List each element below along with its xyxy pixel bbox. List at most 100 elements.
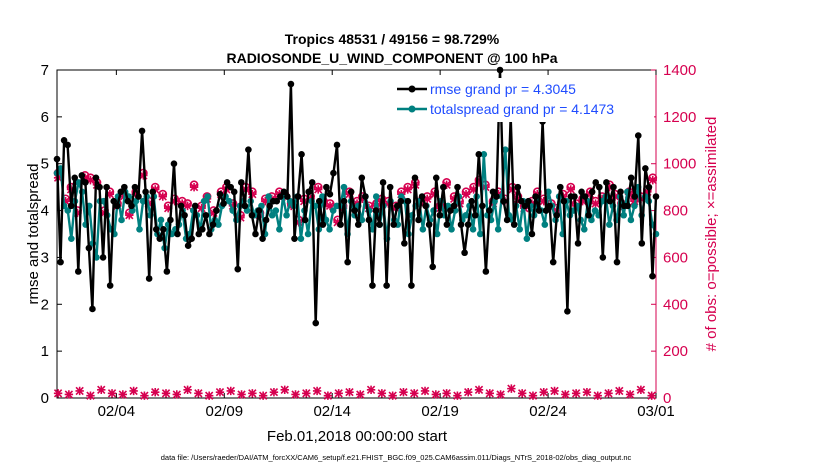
- obs-assimilated-marker: [517, 389, 527, 398]
- rmse-point: [436, 211, 444, 219]
- rmse-point: [486, 207, 493, 214]
- rmse-point: [588, 188, 596, 196]
- totalspread-point: [358, 216, 366, 224]
- x-tick-label: 02/19: [421, 403, 459, 420]
- obs-assimilated-marker: [151, 185, 160, 194]
- rmse-point: [245, 146, 252, 153]
- rmse-point: [195, 230, 203, 238]
- obs-assimilated-marker: [474, 178, 484, 187]
- totalspread-point: [433, 230, 441, 238]
- rmse-point: [397, 197, 405, 205]
- rmse-point: [89, 305, 96, 313]
- obs-assimilated-marker: [73, 208, 82, 218]
- rmse-point: [447, 207, 454, 214]
- obs-assimilated-marker: [139, 171, 148, 180]
- totalspread-point: [118, 216, 125, 224]
- rmse-point: [510, 221, 518, 228]
- x-tick-label: 02/14: [313, 403, 351, 420]
- obs-assimilated-marker: [170, 197, 179, 206]
- rmse-point: [248, 211, 256, 219]
- legend: rmse grand pr = 4.3045 totalspread grand…: [392, 78, 654, 122]
- rmse-point: [333, 141, 341, 149]
- rmse-point: [418, 193, 426, 200]
- totalspread-point: [580, 226, 588, 233]
- rmse-point: [99, 254, 107, 261]
- rmse-point: [564, 308, 571, 315]
- obs-assimilated-marker: [604, 389, 613, 398]
- rmse-point: [85, 244, 93, 252]
- rmse-point: [518, 197, 525, 205]
- obs-assimilated-marker: [358, 194, 367, 204]
- rmse-point: [411, 174, 419, 182]
- rmse-point: [209, 221, 217, 228]
- rmse-point: [496, 66, 504, 74]
- rmse-point: [230, 188, 238, 196]
- totalspread-point: [75, 179, 82, 186]
- obs-assimilated-marker: [107, 389, 117, 398]
- y-right-tick-label: 200: [663, 343, 688, 360]
- rmse-point: [365, 216, 373, 224]
- obs-assimilated-marker: [269, 387, 279, 397]
- totalspread-point: [516, 226, 524, 233]
- rmse-point: [252, 230, 259, 238]
- obs-assimilated-marker: [582, 387, 592, 397]
- rmse-point: [642, 165, 649, 172]
- obs-assimilated-marker: [118, 390, 128, 399]
- totalspread-point: [276, 226, 283, 233]
- rmse-point: [124, 197, 132, 205]
- rmse-point: [603, 179, 610, 186]
- rmse-point: [624, 202, 631, 210]
- totalspread-point: [469, 226, 477, 233]
- rmse-point: [464, 221, 472, 228]
- rmse-point: [298, 151, 305, 158]
- y-left-tick-label: 5: [41, 156, 49, 173]
- obs-assimilated-marker: [356, 390, 365, 399]
- rmse-point: [443, 221, 451, 228]
- obs-assimilated-marker: [53, 389, 63, 398]
- totalspread-point: [545, 188, 552, 196]
- rmse-point: [528, 230, 536, 238]
- rmse-point: [177, 202, 185, 210]
- obs-assimilated-marker: [431, 390, 441, 399]
- obs-assimilated-marker: [97, 385, 106, 394]
- obs-assimilated-marker: [291, 390, 300, 399]
- y-left-tick-label: 1: [41, 343, 49, 360]
- obs-assimilated-marker: [636, 385, 646, 394]
- totalspread-point: [283, 211, 290, 219]
- rmse-point: [337, 221, 344, 228]
- obs-assimilated-marker: [615, 386, 624, 396]
- rmse-point: [96, 183, 103, 191]
- rmse-point: [227, 183, 234, 191]
- y-left-tick-label: 7: [41, 62, 49, 79]
- y-right-tick-label: 400: [663, 296, 688, 313]
- obs-assimilated-marker: [105, 189, 115, 199]
- obs-assimilated-marker: [237, 390, 246, 399]
- y-left-tick-label: 2: [41, 296, 49, 313]
- rmse-point: [142, 188, 149, 196]
- rmse-point: [276, 193, 284, 200]
- obs-assimilated-marker: [325, 201, 335, 211]
- rmse-point: [57, 258, 64, 266]
- rmse-point: [53, 155, 61, 163]
- x-axis: 02/04 02/09 02/14 02/19 02/24 03/01: [98, 70, 675, 420]
- rmse-point: [432, 174, 440, 182]
- rmse-point: [535, 207, 543, 214]
- obs-assimilated-marker: [507, 384, 516, 393]
- totalspread-point: [591, 207, 599, 214]
- rmse-point: [549, 258, 557, 266]
- rmse-point: [450, 202, 458, 210]
- obs-assimilated-marker: [333, 218, 342, 227]
- totalspread-point: [494, 226, 502, 233]
- rmse-point: [585, 211, 592, 219]
- rmse-point: [202, 211, 210, 219]
- rmse-point: [174, 230, 181, 238]
- obs-assimilated-marker: [561, 390, 570, 399]
- legend-box: [392, 78, 654, 122]
- y-right-tick-label: 600: [663, 249, 688, 266]
- totalspread-point: [225, 197, 233, 205]
- y-right-tick-label: 800: [663, 203, 688, 220]
- obs-assimilated-marker: [399, 387, 408, 397]
- y-right-tick-label: 0: [663, 390, 671, 407]
- obs-assimilated-marker: [643, 187, 652, 197]
- rmse-point: [560, 197, 568, 205]
